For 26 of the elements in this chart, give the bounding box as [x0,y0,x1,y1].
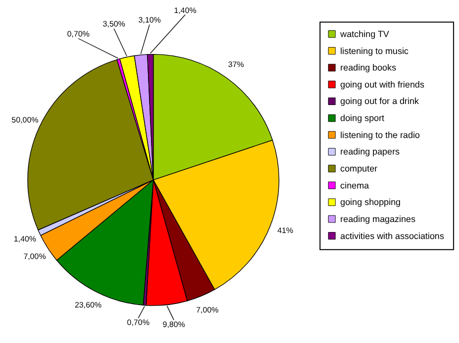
legend-label: reading magazines [340,214,416,224]
legend-label: going out for a drink [340,96,420,106]
data-label: 3,10% [138,16,161,25]
legend-label: going shopping [340,197,401,208]
legend-label: computer [340,164,378,174]
legend-label: going out with friends [340,79,425,90]
data-label: 9,80% [162,320,186,329]
legend-label: doing sport [340,113,385,124]
legend-label: cinema [340,180,370,190]
legend-label: reading books [340,62,397,73]
legend-label: listening to music [340,46,410,56]
data-label: 23,60% [74,300,102,310]
data-label: 0,70% [67,30,90,39]
legend-label: activities with associations [340,230,445,241]
data-label: 37% [228,60,244,70]
data-label: 1,40% [14,234,36,244]
legend-label: watching TV [339,28,390,39]
data-label: 3,50% [102,20,126,29]
data-label: 41% [277,226,294,235]
data-label: 1,40% [174,6,196,15]
data-label: 7,00% [23,252,46,261]
data-label: 0,70% [127,318,150,327]
data-label: 7,00% [196,306,219,315]
data-label: 50,00% [12,115,38,124]
legend-label: reading papers [340,146,400,157]
legend-label: listening to the radio [340,130,420,140]
